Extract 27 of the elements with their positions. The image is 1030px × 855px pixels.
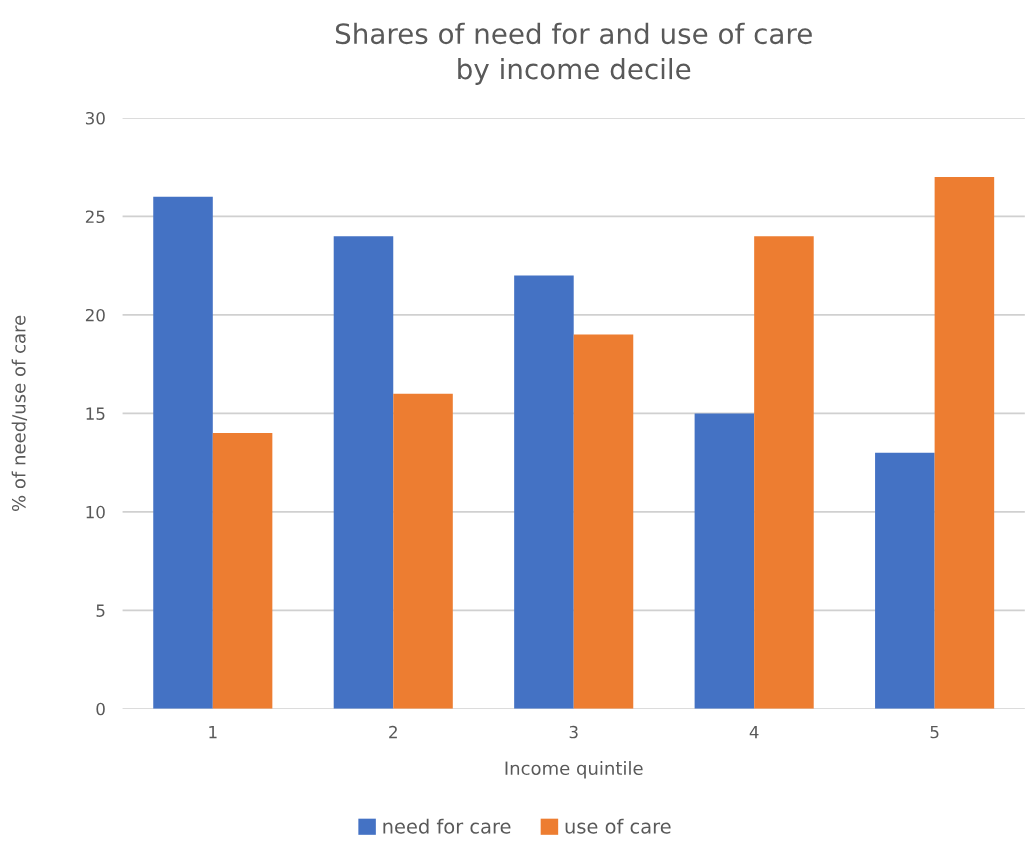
x-tick-label: 2 — [389, 725, 397, 739]
y-tick-label: 30 — [85, 111, 105, 125]
bar — [875, 452, 935, 709]
legend-label: need for care — [383, 818, 511, 834]
y-tick-label: 5 — [96, 604, 105, 617]
y-axis-title: % of need/use of care — [11, 315, 28, 511]
y-tick-label: 15 — [86, 407, 105, 420]
x-tick-label: 4 — [749, 725, 759, 739]
x-tick-label: 5 — [930, 725, 939, 739]
x-tick-label: 3 — [569, 725, 578, 739]
bar — [514, 275, 574, 709]
bar — [212, 433, 273, 709]
bar — [333, 236, 394, 709]
bar — [393, 393, 453, 709]
x-tick-label: 1 — [209, 725, 217, 739]
bar — [573, 334, 634, 709]
bar — [153, 196, 213, 709]
chart-title: Shares of need for and use of care by income decile — [335, 22, 812, 85]
bar — [694, 413, 755, 709]
x-axis-title: Income quintile — [505, 761, 643, 779]
y-tick-label: 20 — [85, 308, 105, 322]
y-tick-label: 25 — [85, 210, 105, 224]
y-tick-label: 0 — [96, 702, 105, 716]
y-tick-label: 10 — [86, 505, 105, 519]
bar — [934, 177, 995, 709]
legend-label: use of care — [565, 818, 671, 834]
bar — [754, 236, 814, 709]
